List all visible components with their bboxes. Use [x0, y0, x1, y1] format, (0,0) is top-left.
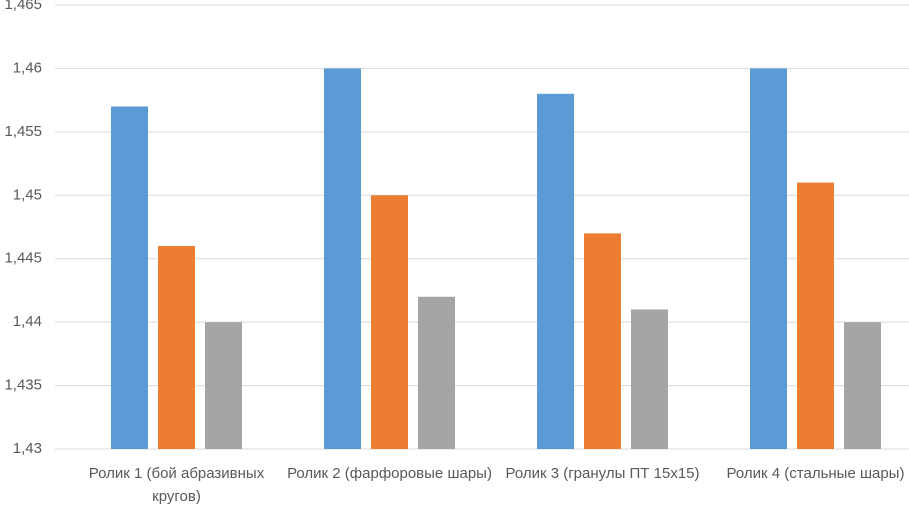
bar — [324, 68, 361, 449]
x-tick-label: Ролик 1 (бой абразивных кругов) — [88, 465, 265, 505]
y-tick-label: 1,43 — [13, 440, 42, 457]
bar — [631, 309, 668, 449]
x-tick-label: Ролик 3 (гранулы ПТ 15x15) — [505, 465, 700, 482]
y-tick-label: 1,465 — [4, 0, 42, 13]
bar — [371, 195, 408, 449]
y-tick-label: 1,445 — [4, 250, 42, 267]
x-tick-label: Ролик 4 (стальные шары) — [726, 465, 905, 482]
bar — [158, 246, 195, 449]
bar — [844, 322, 881, 449]
bar — [584, 233, 621, 449]
y-tick-label: 1,435 — [4, 377, 42, 394]
y-tick-label: 1,45 — [13, 186, 42, 203]
y-tick-label: 1,46 — [13, 59, 42, 76]
bar — [205, 322, 242, 449]
bar — [750, 68, 787, 449]
y-tick-label: 1,44 — [13, 313, 42, 330]
bar — [797, 182, 834, 449]
y-tick-label: 1,455 — [4, 123, 42, 140]
bar — [111, 106, 148, 449]
bar — [537, 93, 574, 450]
x-tick-label: Ролик 2 (фарфоровые шары) — [287, 465, 492, 482]
bar — [418, 296, 455, 449]
